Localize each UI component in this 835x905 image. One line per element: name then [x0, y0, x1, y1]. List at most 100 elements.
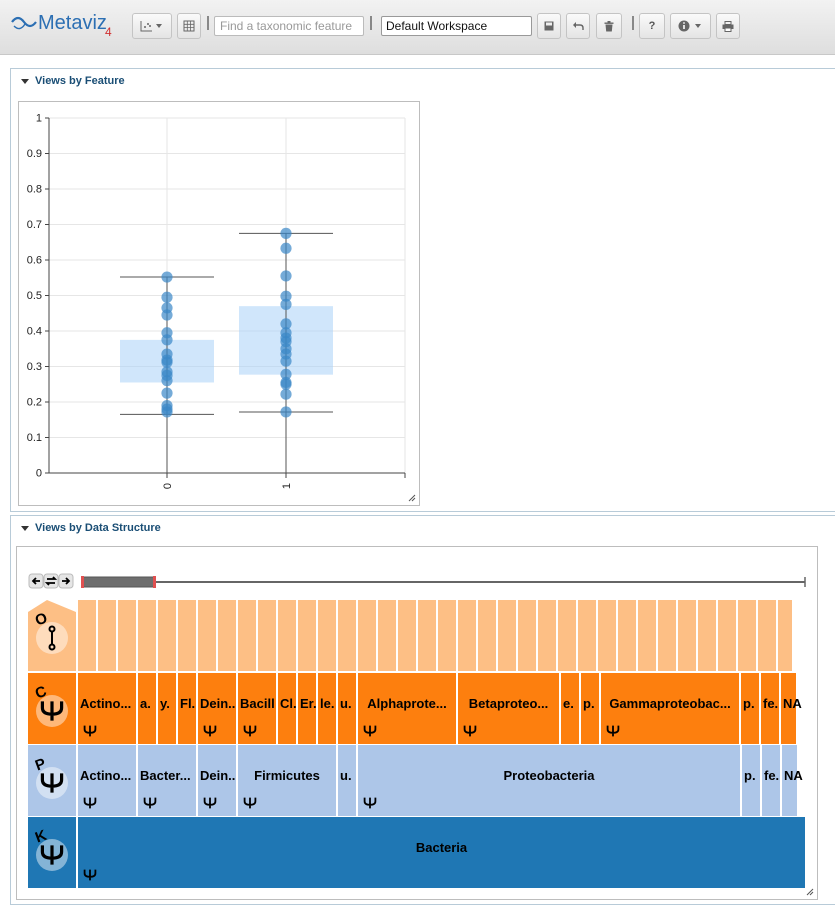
icicle-node[interactable] — [578, 600, 596, 671]
icicle-node-rect[interactable] — [581, 673, 599, 744]
icicle-node-rect[interactable] — [338, 673, 356, 744]
data-point[interactable] — [280, 242, 292, 254]
icicle-node-rect[interactable] — [378, 600, 396, 671]
icicle-node-rect[interactable] — [198, 600, 216, 671]
data-point[interactable] — [280, 368, 292, 380]
icicle-node[interactable]: Er. — [298, 673, 317, 744]
icicle-node-rect[interactable] — [198, 673, 236, 744]
views-by-feature-header[interactable]: Views by Feature — [21, 75, 125, 87]
level-label-p[interactable]: P — [28, 745, 76, 816]
range-brush-handle-left[interactable] — [81, 576, 84, 588]
icicle-node-rect[interactable] — [761, 673, 779, 744]
icicle-node[interactable] — [458, 600, 476, 671]
icicle-node[interactable]: p. — [741, 673, 759, 744]
icicle-node-rect[interactable] — [178, 600, 196, 671]
icicle-node-rect[interactable] — [578, 600, 596, 671]
icicle-node-rect[interactable] — [638, 600, 656, 671]
icicle-node[interactable]: y. — [158, 673, 176, 744]
icicle-node-rect[interactable] — [118, 600, 136, 671]
icicle-node[interactable]: Dein.. — [198, 745, 236, 816]
icicle-node[interactable]: Fl. — [178, 673, 196, 744]
icicle-node[interactable]: Proteobacteria — [358, 745, 740, 816]
data-point[interactable] — [161, 387, 173, 399]
icicle-node[interactable]: Gammaproteobac... — [601, 673, 739, 744]
icicle-node[interactable] — [138, 600, 156, 671]
icicle-node-rect[interactable] — [358, 600, 376, 671]
icicle-node[interactable] — [658, 600, 676, 671]
icicle-node-rect[interactable] — [78, 600, 96, 671]
icicle-node[interactable] — [78, 600, 96, 671]
icicle-node-rect[interactable] — [158, 600, 176, 671]
icicle-node-rect[interactable] — [178, 673, 196, 744]
icicle-node[interactable] — [198, 600, 216, 671]
icicle-node-rect[interactable] — [781, 673, 796, 744]
icicle-node-rect[interactable] — [538, 600, 556, 671]
icicle-node[interactable]: Bacill — [238, 673, 276, 744]
data-point[interactable] — [280, 227, 292, 239]
icicle-node-rect[interactable] — [558, 600, 576, 671]
icicle-node[interactable] — [518, 600, 536, 671]
icicle-node-rect[interactable] — [418, 600, 436, 671]
icicle-node-rect[interactable] — [98, 600, 116, 671]
icicle-node[interactable]: Actino... — [78, 745, 136, 816]
icicle-node[interactable] — [238, 600, 256, 671]
icicle-node-rect[interactable] — [782, 745, 797, 816]
icicle-node[interactable] — [118, 600, 136, 671]
delete-workspace-button[interactable] — [596, 13, 622, 39]
icicle-node[interactable]: fe. — [761, 673, 779, 744]
icicle-node-rect[interactable] — [158, 673, 176, 744]
icicle-node-rect[interactable] — [298, 600, 316, 671]
help-button[interactable]: ? — [639, 13, 665, 39]
icicle-node-rect[interactable] — [601, 673, 739, 744]
icicle-node-rect[interactable] — [278, 600, 296, 671]
nav-left-button[interactable] — [28, 573, 44, 589]
icicle-node-rect[interactable] — [678, 600, 696, 671]
icicle-node-rect[interactable] — [318, 673, 336, 744]
icicle-node-rect[interactable] — [762, 745, 780, 816]
icicle-node[interactable]: Firmicutes — [238, 745, 336, 816]
icicle-node[interactable] — [438, 600, 456, 671]
icicle-node[interactable] — [318, 600, 336, 671]
level-label-c[interactable]: C — [28, 673, 76, 744]
data-point[interactable] — [161, 271, 173, 283]
save-workspace-button[interactable] — [537, 13, 561, 39]
icicle-node-rect[interactable] — [318, 600, 336, 671]
icicle-node[interactable] — [778, 600, 792, 671]
data-point[interactable] — [280, 406, 292, 418]
range-brush-handle-right[interactable] — [153, 576, 156, 588]
icicle-node[interactable]: p. — [581, 673, 599, 744]
icicle-node[interactable] — [178, 600, 196, 671]
data-point[interactable] — [161, 356, 173, 368]
data-point[interactable] — [280, 270, 292, 282]
icicle-node-rect[interactable] — [218, 600, 236, 671]
data-point[interactable] — [280, 378, 292, 390]
nav-swap-button[interactable] — [43, 573, 59, 589]
app-logo[interactable]: Metaviz 4 — [10, 8, 120, 42]
icicle-node[interactable]: u. — [338, 745, 356, 816]
icicle-node-rect[interactable] — [278, 673, 296, 744]
icicle-node[interactable] — [478, 600, 496, 671]
icicle-node-rect[interactable] — [438, 600, 456, 671]
icicle-node-rect[interactable] — [778, 600, 792, 671]
icicle-node[interactable]: Betaproteo... — [458, 673, 559, 744]
chart-type-dropdown-button[interactable] — [132, 13, 172, 39]
undo-button[interactable] — [566, 13, 590, 39]
data-point[interactable] — [280, 355, 292, 367]
icicle-node-rect[interactable] — [138, 673, 156, 744]
icicle-node[interactable]: Alphaprote... — [358, 673, 456, 744]
icicle-node[interactable]: Actino... — [78, 673, 136, 744]
icicle-node[interactable]: Cl. — [278, 673, 297, 744]
icicle-node-rect[interactable] — [478, 600, 496, 671]
data-point[interactable] — [280, 388, 292, 400]
icicle-node[interactable]: a. — [138, 673, 156, 744]
icicle-node[interactable] — [718, 600, 736, 671]
icicle-node[interactable]: NA — [781, 673, 802, 744]
icicle-node-rect[interactable] — [658, 600, 676, 671]
icicle-node[interactable] — [678, 600, 696, 671]
icicle-node[interactable] — [618, 600, 636, 671]
icicle-node[interactable] — [358, 600, 376, 671]
icicle-node-rect[interactable] — [78, 817, 805, 888]
icicle-node-rect[interactable] — [338, 600, 356, 671]
icicle-node[interactable] — [418, 600, 436, 671]
icicle-node[interactable] — [538, 600, 556, 671]
